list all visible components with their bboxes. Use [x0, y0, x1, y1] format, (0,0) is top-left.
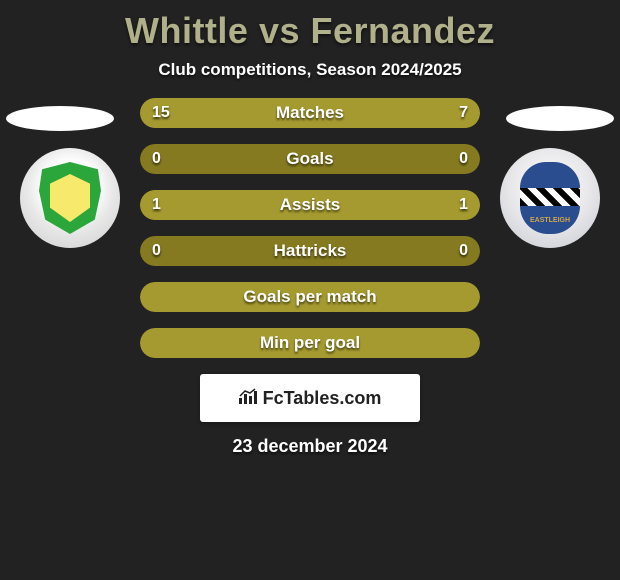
- club-badge-right: EASTLEIGH: [500, 148, 600, 248]
- stat-row: 157Matches: [140, 98, 480, 128]
- stat-label: Goals: [140, 144, 480, 174]
- comparison-date: 23 december 2024: [0, 436, 620, 457]
- stat-row: 11Assists: [140, 190, 480, 220]
- stat-label: Matches: [140, 98, 480, 128]
- fctables-chart-icon: [239, 388, 259, 409]
- fctables-badge: FcTables.com: [200, 374, 420, 422]
- stat-label: Hattricks: [140, 236, 480, 266]
- stat-row: Goals per match: [140, 282, 480, 312]
- yeovil-shield-icon: [39, 162, 101, 234]
- fctables-label: FcTables.com: [263, 388, 382, 409]
- page-subtitle: Club competitions, Season 2024/2025: [0, 60, 620, 98]
- player-right-ellipse: [506, 106, 614, 131]
- page-title: Whittle vs Fernandez: [0, 0, 620, 60]
- stat-row: 00Hattricks: [140, 236, 480, 266]
- stat-label: Min per goal: [140, 328, 480, 358]
- comparison-panel: EASTLEIGH 157Matches 00Goals 11Assists 00Ha…: [0, 98, 620, 457]
- stat-bars: 157Matches 00Goals 11Assists 00Hattricks Goa…: [140, 98, 480, 358]
- stat-row: Min per goal: [140, 328, 480, 358]
- stat-row: 00Goals: [140, 144, 480, 174]
- stat-label: Assists: [140, 190, 480, 220]
- player-left-ellipse: [6, 106, 114, 131]
- eastleigh-shield-icon: EASTLEIGH: [520, 162, 580, 234]
- stat-label: Goals per match: [140, 282, 480, 312]
- club-badge-left: [20, 148, 120, 248]
